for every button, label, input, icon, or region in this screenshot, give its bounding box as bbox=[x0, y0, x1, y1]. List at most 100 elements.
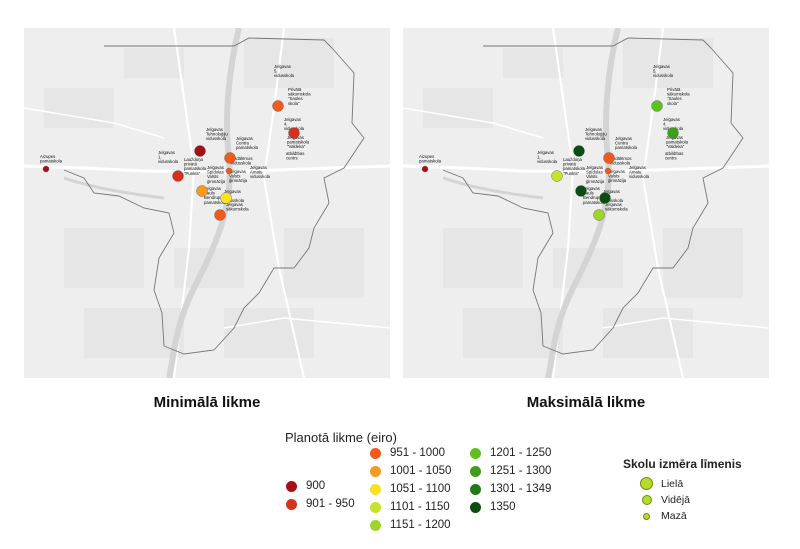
school-point bbox=[224, 152, 236, 164]
basemap bbox=[403, 28, 769, 378]
school-label: Privātā sākumskola "Saules skola" bbox=[288, 87, 311, 106]
school-point bbox=[603, 152, 615, 164]
legend-swatch bbox=[470, 447, 481, 459]
legend-label: 1201 - 1250 bbox=[490, 447, 552, 459]
school-point bbox=[575, 185, 587, 197]
size-legend-label: Lielā bbox=[661, 477, 684, 490]
legend-label: 1350 bbox=[490, 501, 516, 513]
school-point bbox=[421, 165, 429, 173]
map-min-svg: Jelgavas 5. vidusskola Privātā sākumskola "Sa… bbox=[24, 28, 390, 378]
school-point bbox=[214, 209, 226, 221]
school-label: Jelgavas sākumskola bbox=[226, 202, 249, 212]
school-label: atbildības centrs bbox=[286, 151, 304, 161]
legend-swatch bbox=[370, 447, 381, 459]
school-label: Pedālēmos vidusskola bbox=[610, 156, 632, 166]
rate-legend-column-2: 951 - 1000 1001 - 1050 1051 - 1100 1101 - 1… bbox=[370, 444, 451, 534]
school-point bbox=[272, 100, 284, 112]
basemap bbox=[24, 28, 390, 378]
school-point bbox=[194, 145, 206, 157]
school-label: Jelgavas Centra pamatskola bbox=[236, 136, 259, 150]
school-label: Aizupes pamatskola bbox=[40, 154, 63, 164]
school-point bbox=[573, 145, 585, 157]
legend-swatch bbox=[470, 483, 481, 495]
school-point bbox=[196, 185, 208, 197]
rate-legend-title: Planotā likme (eiro) bbox=[285, 430, 397, 445]
legend-label: 900 bbox=[306, 480, 326, 492]
school-label: Jelgavas Pauls Bendrups pamatskola bbox=[583, 186, 606, 205]
legend-item: 1350 bbox=[470, 498, 551, 516]
school-label: Jelgavas sākumskola bbox=[605, 202, 628, 212]
school-label: Lauždoņa privātā pamatskola "Punkts" bbox=[184, 157, 207, 176]
school-label: Jelgavas Valsts ģimnāzija bbox=[229, 169, 248, 183]
legend-swatch bbox=[286, 480, 297, 492]
legend-swatch bbox=[370, 465, 381, 477]
legend-swatch bbox=[286, 498, 297, 510]
school-point bbox=[593, 209, 605, 221]
school-point bbox=[551, 170, 563, 182]
school-label: Jelgavas Pauls Bendrups pamatskola bbox=[204, 186, 227, 205]
school-point bbox=[288, 127, 300, 139]
legend-item: 1201 - 1250 bbox=[470, 444, 551, 462]
legend-label: 1001 - 1050 bbox=[390, 465, 452, 477]
school-label: atbildības centrs bbox=[665, 151, 683, 161]
legend-label: 1301 - 1349 bbox=[490, 483, 552, 495]
size-large-symbol bbox=[640, 477, 653, 490]
school-label: Aizupes pamatskola bbox=[419, 154, 442, 164]
size-medium-symbol bbox=[642, 495, 652, 505]
legend-item: 1001 - 1050 bbox=[370, 462, 451, 480]
legend-swatch bbox=[470, 501, 481, 513]
size-legend-label: Mazā bbox=[661, 510, 687, 522]
school-point bbox=[220, 192, 232, 204]
school-point bbox=[651, 100, 663, 112]
legend-label: 951 - 1000 bbox=[390, 447, 445, 459]
school-label: Jelgavas Valsts ģimnāzija bbox=[608, 169, 627, 183]
legend-swatch bbox=[370, 501, 381, 513]
school-label: Jelgavas Tehnoloģiju vidusskola bbox=[206, 127, 228, 141]
school-label: Pedālēmos vidusskola bbox=[231, 156, 253, 166]
legend-item: 1151 - 1200 bbox=[370, 516, 451, 534]
map-max-svg: Jelgavas 5. vidusskola Privātā sākumskola "Sa… bbox=[403, 28, 769, 378]
school-label: Jelgavas 1. vidusskola bbox=[537, 150, 558, 164]
school-label: Jelgavas 1. vidusskola bbox=[158, 150, 179, 164]
school-point bbox=[172, 170, 184, 182]
legend-item: 1051 - 1100 bbox=[370, 480, 451, 498]
legend-swatch bbox=[470, 465, 481, 477]
map-minimum-rate: Jelgavas 5. vidusskola Privātā sākumskola "Sa… bbox=[24, 28, 390, 378]
school-label: Jelgavas Amatu vidusskola bbox=[629, 165, 650, 179]
legend-label: 1051 - 1100 bbox=[390, 483, 451, 495]
caption-minimum: Minimālā likme bbox=[153, 394, 261, 411]
school-label: Jelgavas Centra pamatskola bbox=[615, 136, 638, 150]
caption-maximum: Maksimālā likme bbox=[526, 394, 646, 411]
school-label: Jelgavas Spīdolas Valsts ģimnāzija bbox=[586, 165, 605, 184]
size-legend-medium: Vidējā bbox=[640, 494, 690, 506]
legend-swatch bbox=[370, 519, 381, 531]
size-legend-title: Skolu izmēra līmenis bbox=[623, 457, 742, 471]
legend-item: 901 - 950 bbox=[286, 495, 355, 513]
legend-item: 1101 - 1150 bbox=[370, 498, 451, 516]
school-label: Jelgavas 5. vidusskola bbox=[274, 64, 295, 78]
legend-label: 901 - 950 bbox=[306, 498, 355, 510]
legend-item: 1251 - 1300 bbox=[470, 462, 551, 480]
legend-label: 1151 - 1200 bbox=[390, 519, 451, 531]
school-label: Jelgavas Amatu vidusskola bbox=[250, 165, 271, 179]
legend-item: 900 bbox=[286, 477, 355, 495]
size-legend-large: Lielā bbox=[640, 477, 683, 490]
legend-item: 1301 - 1349 bbox=[470, 480, 551, 498]
school-point bbox=[667, 127, 679, 139]
legend-swatch bbox=[370, 483, 381, 495]
size-legend-small: Mazā bbox=[640, 510, 687, 522]
school-point bbox=[604, 167, 612, 175]
legend-item: 951 - 1000 bbox=[370, 444, 451, 462]
school-label: Lauždoņa privātā pamatskola "Punkts" bbox=[563, 157, 586, 176]
school-point bbox=[42, 165, 50, 173]
school-label: Jelgavas Spīdolas Valsts ģimnāzija bbox=[207, 165, 226, 184]
school-label: Privātā sākumskola "Saules skola" bbox=[667, 87, 690, 106]
school-point bbox=[599, 192, 611, 204]
school-label: Jelgavas 5. vidusskola bbox=[653, 64, 674, 78]
legend-label: 1251 - 1300 bbox=[490, 465, 552, 477]
rate-legend-column-1: 900 901 - 950 bbox=[286, 477, 355, 513]
size-small-symbol bbox=[643, 512, 650, 520]
map-maximum-rate: Jelgavas 5. vidusskola Privātā sākumskola "Sa… bbox=[403, 28, 769, 378]
legend-label: 1101 - 1150 bbox=[390, 501, 450, 513]
school-label: Jelgavas Tehnoloģiju vidusskola bbox=[585, 127, 607, 141]
